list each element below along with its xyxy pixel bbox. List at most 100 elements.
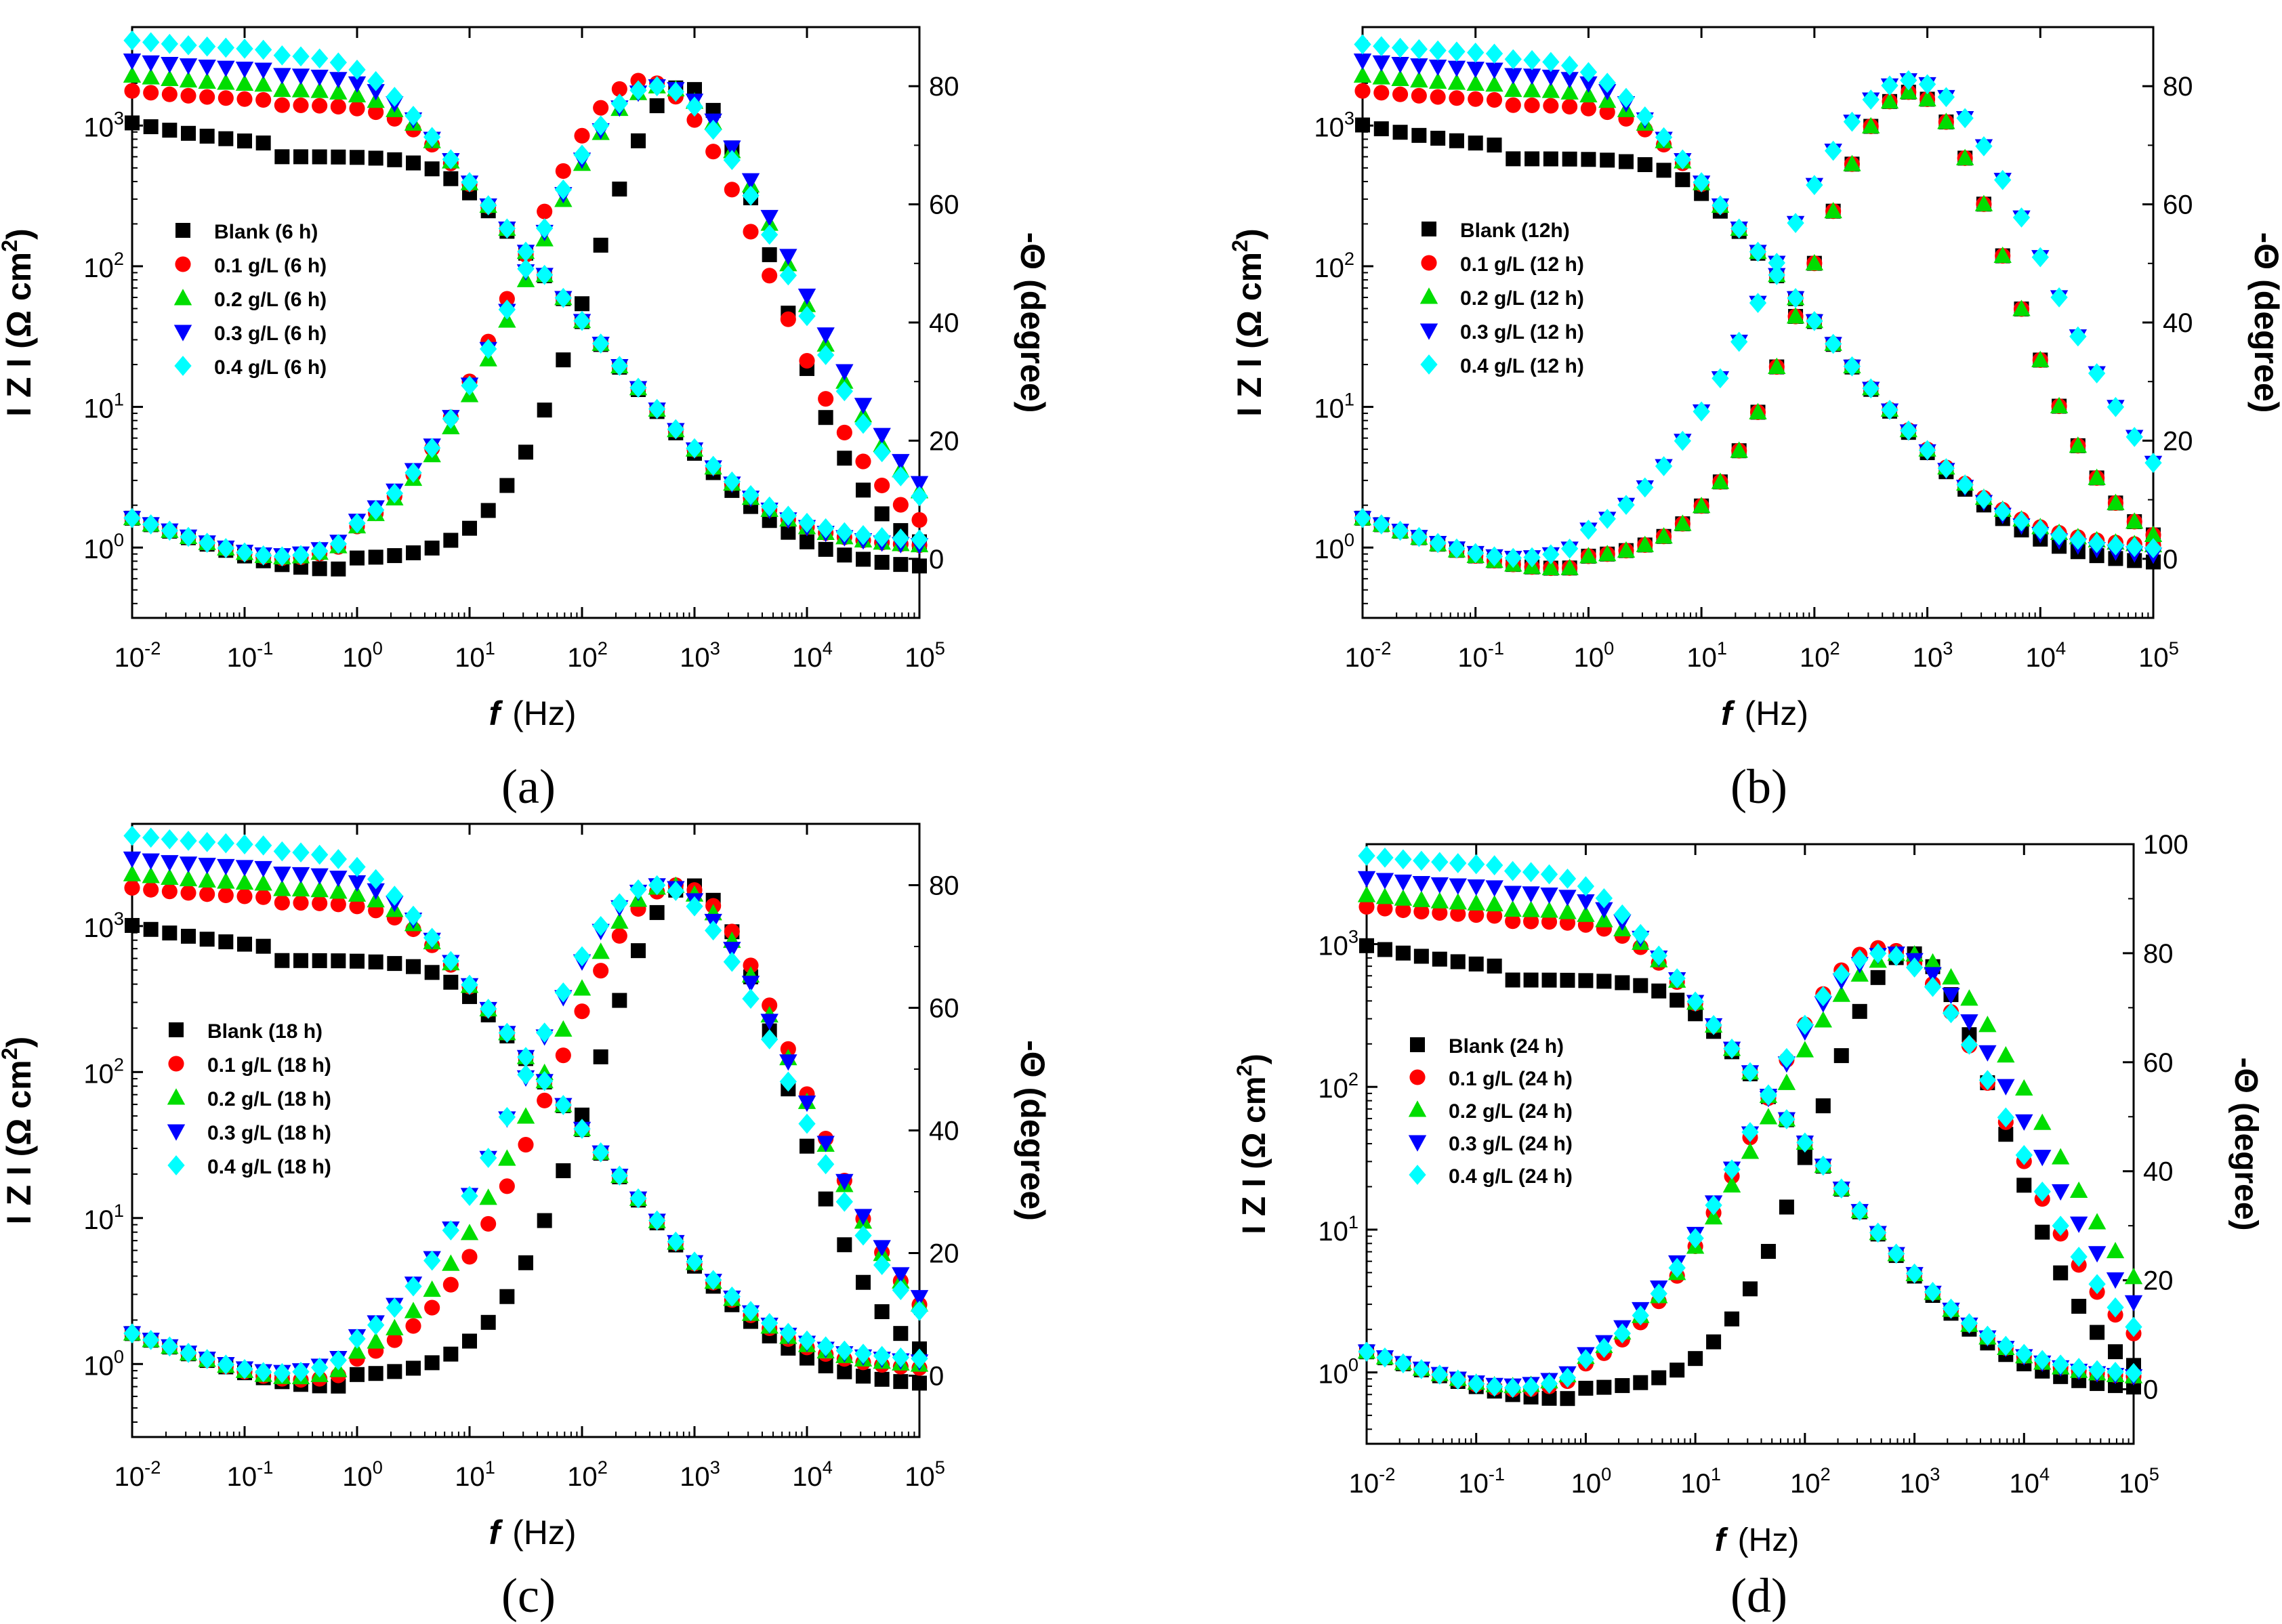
phase-point (2015, 1079, 2033, 1096)
chart-svg-d: 10-2 10-1 100 101 102 103 104 105 100 101 102 103 0 2… (1232, 830, 2264, 1558)
impedance-point (180, 831, 197, 851)
impedance-point (1391, 37, 1409, 58)
phase-point (199, 1349, 216, 1369)
phase-point (892, 497, 909, 513)
phase-point (2031, 247, 2049, 268)
phase-point (705, 920, 722, 941)
legend-label: 0.4 g/L (24 h) (1449, 1165, 1573, 1188)
impedance-point (1468, 956, 1484, 972)
x-tick-label: 10-2 (1349, 1463, 1396, 1499)
phase-point (705, 119, 722, 140)
impedance-point (554, 287, 572, 308)
impedance-point (237, 936, 252, 952)
phase-point (462, 520, 477, 536)
y-right-tick-label: 0 (929, 1362, 944, 1392)
impedance-point (1522, 862, 1540, 883)
phase-point (1613, 1323, 1631, 1344)
impedance-point (480, 195, 497, 215)
y-right-tick-label: 40 (2143, 1157, 2174, 1187)
phase-point (874, 506, 890, 522)
y-left-tick-label: 102 (1318, 1068, 1358, 1104)
phase-point (2053, 1265, 2069, 1281)
impedance-point (1562, 98, 1578, 114)
phase-point (1560, 538, 1579, 559)
impedance-point (1467, 879, 1485, 896)
impedance-point (235, 873, 254, 890)
y-right-tick-label: 20 (929, 1239, 959, 1269)
chart-panel-b: 10-2 10-1 100 101 102 103 104 105 100 101 102 103 0 2… (1141, 0, 2282, 814)
impedance-point (1619, 154, 1634, 169)
impedance-point (1411, 87, 1427, 104)
impedance-point (2033, 1350, 2051, 1371)
impedance-point (1411, 127, 1427, 143)
panel-label-c: (c) (501, 1568, 556, 1623)
phase-point (1686, 1228, 1704, 1249)
legend-marker (1421, 255, 1437, 271)
phase-point (593, 1049, 608, 1064)
legend-label: 0.3 g/L (12 h) (1460, 321, 1584, 343)
impedance-point (761, 1312, 779, 1333)
impedance-point (406, 959, 421, 974)
phase-point (1962, 1027, 1977, 1043)
impedance-point (1843, 356, 1861, 377)
impedance-point (1358, 898, 1375, 915)
impedance-point (648, 398, 666, 419)
phase-point (779, 1054, 797, 1071)
x-tick-label: 102 (567, 1457, 608, 1492)
impedance-point (686, 438, 703, 459)
phase-point (424, 1355, 440, 1371)
impedance-point (856, 1369, 871, 1384)
impedance-point (1543, 98, 1559, 114)
impedance-point (218, 131, 234, 146)
phase-point (1636, 535, 1654, 552)
impedance-point (1705, 1015, 1722, 1035)
phase-point (442, 1220, 459, 1241)
phase-point (610, 912, 629, 929)
legend-label: Blank (12h) (1460, 220, 1570, 242)
phase-point (461, 375, 478, 396)
phase-point (406, 1360, 421, 1376)
phase-point (442, 1254, 460, 1271)
phase-point (743, 957, 759, 974)
impedance-point (312, 953, 327, 968)
impedance-point (2088, 1360, 2106, 1381)
impedance-point (648, 1210, 666, 1231)
phase-point (2144, 453, 2162, 474)
y-left-tick-label: 100 (1318, 1354, 1358, 1390)
phase-point (1796, 1014, 1814, 1035)
impedance-point (274, 953, 290, 968)
impedance-point (161, 829, 178, 850)
x-tick-label: 100 (1574, 638, 1615, 673)
impedance-point (198, 59, 216, 77)
impedance-point (1581, 152, 1596, 167)
phase-point (780, 311, 796, 327)
impedance-point (1431, 852, 1449, 873)
phase-point (629, 80, 647, 101)
impedance-point (1541, 914, 1558, 930)
impedance-point (424, 965, 440, 980)
impedance-point (1485, 75, 1503, 92)
x-tick-label: 100 (1571, 1463, 1612, 1499)
impedance-point (1522, 68, 1541, 85)
x-tick-label: 104 (2025, 638, 2066, 673)
impedance-point (1675, 172, 1690, 188)
impedance-point (217, 833, 234, 854)
impedance-point (143, 85, 159, 101)
impedance-point (236, 91, 253, 107)
phase-point (1578, 1381, 1594, 1396)
phase-point (536, 1022, 554, 1043)
impedance-point (1413, 904, 1430, 920)
impedance-point (1410, 70, 1428, 88)
impedance-point (199, 89, 215, 105)
phase-point (1674, 514, 1692, 531)
phase-point (667, 81, 684, 102)
phase-point (424, 1299, 440, 1316)
phase-point (1796, 1041, 1814, 1058)
impedance-point (142, 853, 160, 870)
phase-point (537, 402, 552, 418)
impedance-point (1523, 49, 1541, 70)
phase-point (1503, 1377, 1522, 1398)
y-left-axis-label: I Z I (Ω cm2) (1232, 1054, 1272, 1234)
impedance-point (2144, 538, 2162, 558)
phase-point (856, 1274, 871, 1290)
